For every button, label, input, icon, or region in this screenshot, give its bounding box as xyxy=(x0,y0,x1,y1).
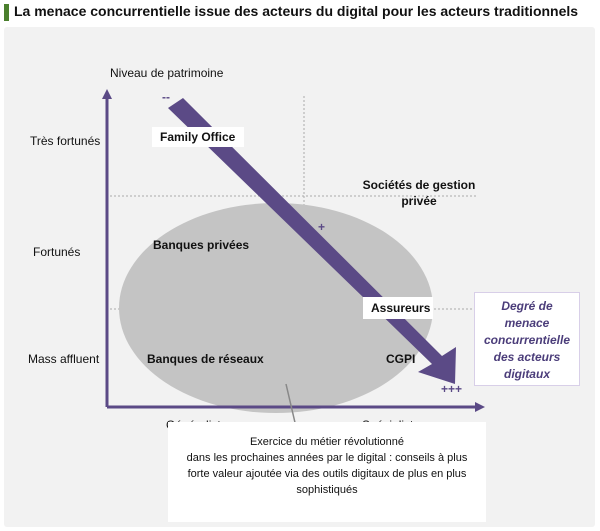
threat-line-4: des acteurs xyxy=(493,350,561,364)
title-bar: La menace concurrentielle issue des acte… xyxy=(0,0,600,26)
note-line-3: forte valeur ajoutée via des outils digi… xyxy=(187,468,467,480)
y-axis-label: Niveau de patrimoine xyxy=(110,66,224,80)
page-title: La menace concurrentielle issue des acte… xyxy=(14,3,579,19)
actor-assureurs: Assureurs xyxy=(371,301,431,315)
scale-plus: + xyxy=(318,220,326,234)
note-line-1: Exercice du métier révolutionné xyxy=(249,436,405,448)
level-mass-affluent: Mass affluent xyxy=(28,352,100,366)
scale-plus3: +++ xyxy=(441,382,463,396)
note-line-4: sophistiqués xyxy=(296,484,358,496)
threat-line-5: digitaux xyxy=(503,367,550,381)
scale-minus: -- xyxy=(162,90,170,104)
title-marker xyxy=(4,4,9,21)
level-fortunes: Fortunés xyxy=(33,245,81,259)
note-line-2: dans les prochaines années par le digita… xyxy=(186,452,468,464)
threat-degree-box: Degré de menace concurrentielle des acte… xyxy=(474,292,580,386)
threat-line-2: menace xyxy=(504,316,550,330)
family-office-box xyxy=(152,127,244,147)
actor-societes-line1: Sociétés de gestion xyxy=(362,178,476,192)
actor-cgpi: CGPI xyxy=(386,352,416,366)
note-box: Exercice du métier révolutionné dans les… xyxy=(168,422,486,522)
threat-line-1: Degré de xyxy=(501,299,553,313)
actor-family-office: Family Office xyxy=(160,130,236,144)
actor-banques-privees: Banques privées xyxy=(153,238,250,252)
actor-banques-reseaux: Banques de réseaux xyxy=(147,352,264,366)
actor-societes-line2: privée xyxy=(401,194,437,208)
threat-line-3: concurrentielle xyxy=(483,333,571,347)
market-ellipse xyxy=(119,203,433,413)
assureurs-box xyxy=(363,297,433,319)
level-tres-fortunes: Très fortunés xyxy=(30,134,101,148)
